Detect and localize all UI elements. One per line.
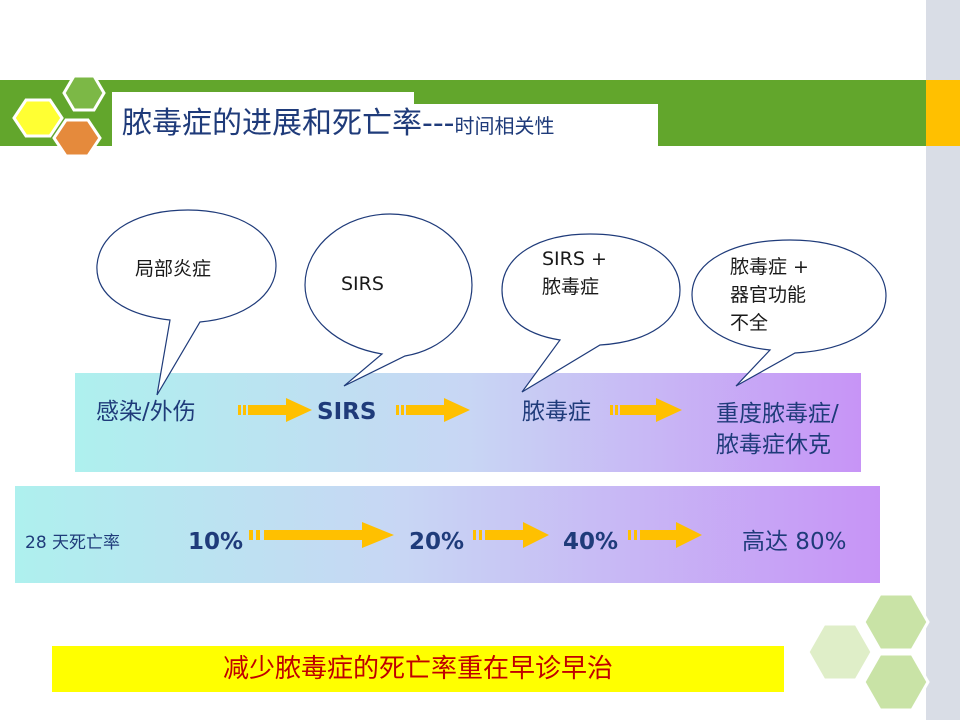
bubble-text-3: SIRS + 脓毒症	[542, 248, 607, 298]
mortality-value-4: 高达 80%	[742, 529, 847, 555]
bubble-sirs-sepsis	[501, 233, 681, 393]
stage-septic-shock: 脓毒症休克	[716, 432, 831, 458]
arrow-right-icon	[610, 398, 682, 422]
title-background-step	[414, 104, 658, 146]
stage-sirs: SIRS	[317, 399, 377, 425]
bubble-text-1: 局部炎症	[135, 258, 212, 280]
stage-sepsis: 脓毒症	[522, 399, 591, 425]
arrow-right-icon	[396, 398, 470, 422]
side-accent	[926, 80, 960, 146]
bubble-sepsis-organ	[691, 239, 887, 387]
mortality-value-2: 20%	[409, 529, 465, 555]
hexagon-orange	[52, 118, 102, 158]
hexagon-decoration-icon	[806, 592, 930, 712]
bubble-text-2: SIRS	[341, 273, 384, 295]
page-title-main: 脓毒症的进展和死亡率---	[122, 106, 455, 141]
progression-band	[75, 373, 861, 472]
mortality-label: 28 天死亡率	[25, 533, 121, 553]
bubble-local-inflammation	[96, 209, 277, 396]
arrow-right-icon	[249, 522, 394, 548]
conclusion-text: 减少脓毒症的死亡率重在早诊早治	[222, 654, 613, 684]
bubble-sirs	[304, 213, 473, 387]
arrow-right-icon	[473, 522, 549, 548]
hexagon-deco-1	[862, 592, 930, 652]
bubble-text-4: 脓毒症 + 器官功能 不全	[730, 256, 809, 334]
arrow-right-icon	[628, 522, 702, 548]
arrow-right-icon	[238, 398, 312, 422]
hexagon-yellow	[12, 98, 64, 138]
hexagon-deco-3	[862, 652, 930, 712]
page-title-sub: 时间相关性	[454, 114, 555, 138]
page-title: 脓毒症的进展和死亡率---时间相关性	[122, 104, 554, 146]
hexagon-deco-2	[806, 622, 874, 682]
stage-severe-sepsis: 重度脓毒症/	[716, 401, 839, 427]
mortality-band	[15, 486, 880, 583]
hexagon-logo-icon	[12, 74, 106, 158]
mortality-value-3: 40%	[563, 529, 619, 555]
stage-infection: 感染/外伤	[96, 399, 196, 425]
conclusion-box	[52, 646, 784, 692]
hexagon-green	[62, 74, 106, 112]
title-background	[112, 92, 414, 146]
mortality-value-1: 10%	[188, 529, 244, 555]
